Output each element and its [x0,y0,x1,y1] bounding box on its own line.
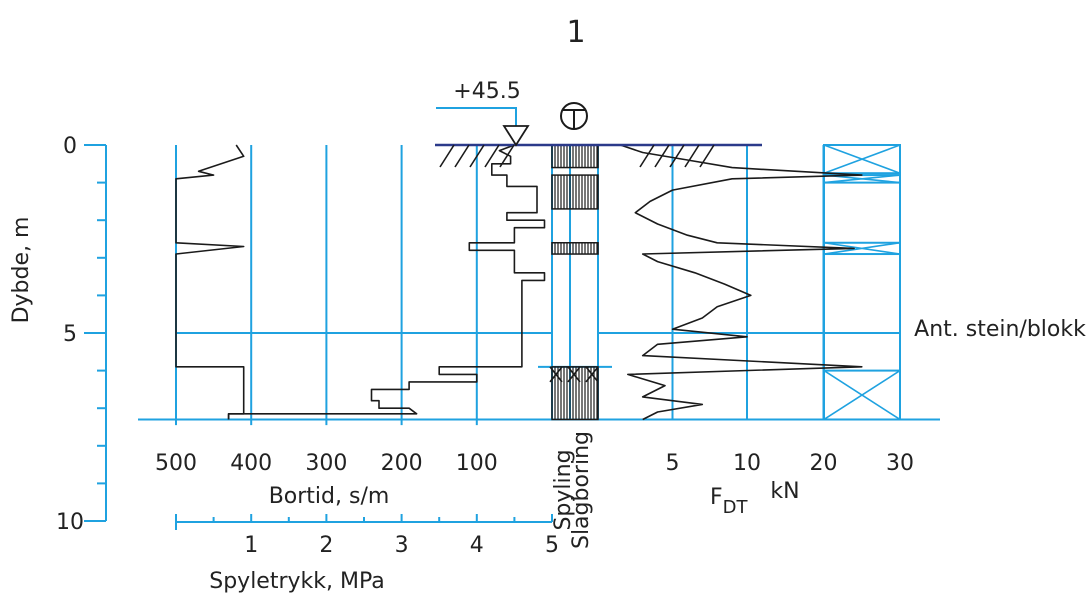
bortid-axis-label: Bortid, s/m [269,484,390,509]
fdt-axis-label: FDT [710,485,749,518]
stone-block-cross [823,144,901,174]
method-interval [551,174,599,210]
ground-hatch [639,144,655,168]
ground-hatch [499,144,515,168]
fdt-tick-label: 10 [733,451,761,476]
spyletrykk-axis-label: Spyletrykk, MPa [209,569,385,594]
stone-block-cross [823,241,901,255]
bortid-tick-label: 500 [155,451,197,476]
stone-block-box [823,144,901,175]
method-hatching [549,144,599,421]
sounding-symbol-t [563,109,585,129]
depth-axis-label: Dybde, m [9,217,34,324]
stone-block-markers [823,144,901,421]
ground-hatch [654,144,670,168]
depth-tick-label: 10 [56,510,84,535]
method-interval [551,366,599,421]
method-interval [551,242,599,255]
method-x-mark [567,366,581,383]
spyletrykk-tick-label: 1 [244,533,258,558]
depth-tick-label: 5 [63,322,77,347]
elevation-label: +45.5 [453,79,520,104]
data-curves [175,144,863,421]
bortid-tick-label: 400 [230,451,272,476]
ground-hatch [699,144,715,168]
fdt-tick-label: 5 [666,451,680,476]
method-x-mark [585,366,599,383]
fdt-curve [620,144,863,421]
method-label-spyling: Spyling [551,449,576,530]
spyletrykk-tick-label: 5 [545,533,559,558]
ground-hatch [439,144,455,168]
bortid-curve [227,144,546,420]
fdt-tick-label: 30 [886,451,914,476]
spyletrykk-tick-label: 2 [319,533,333,558]
fdt-unit-label: kN [770,479,799,504]
ground-hatch [669,144,685,168]
ground-hatch [454,144,470,168]
bortid-tick-label: 300 [305,451,347,476]
ground-surface-symbols [435,102,762,168]
elevation-triangle-icon [502,125,530,147]
method-label-slagboring: Slagboring [569,431,594,549]
spyletrykk-curve [175,144,245,420]
ground-hatch [684,144,700,168]
chart-title: 1 [566,15,585,50]
stone-block-cross [823,369,901,421]
spyletrykk-tick-label: 4 [470,533,484,558]
depth-tick-label: 0 [63,134,77,159]
fdt-tick-label: 20 [810,451,838,476]
ground-hatch [484,144,500,168]
bortid-tick-label: 100 [456,451,498,476]
bortid-tick-label: 200 [381,451,423,476]
spyletrykk-tick-label: 3 [395,533,409,558]
stone-block-box [823,369,901,421]
method-x-mark [549,366,563,383]
elevation-leader [436,107,517,126]
ground-hatch [469,144,485,168]
stone-block-label: Ant. stein/blokk [914,317,1086,342]
